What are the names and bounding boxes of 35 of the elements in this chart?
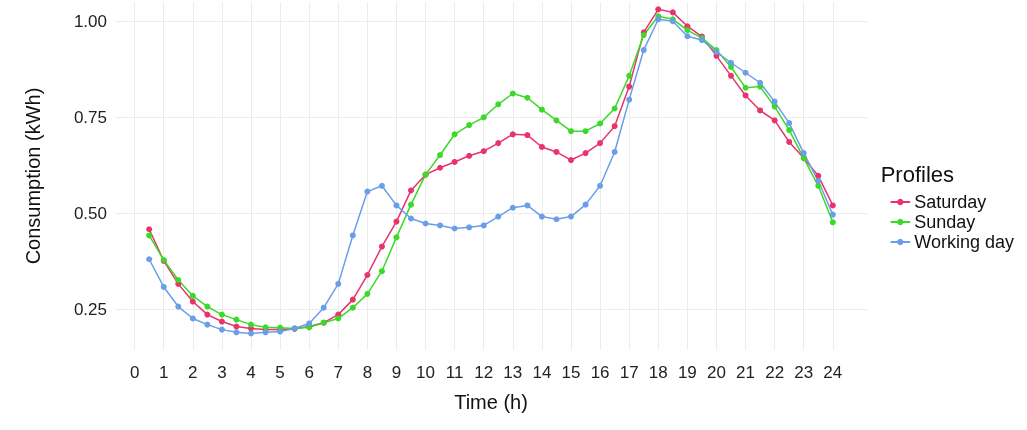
x-tick-label: 17 — [619, 363, 639, 382]
x-tick-label: 19 — [677, 363, 697, 382]
x-tick-label: 16 — [590, 363, 610, 382]
x-tick-label: 18 — [648, 363, 668, 382]
x-tick-label: 9 — [391, 363, 402, 382]
y-axis-title: Consumption (kWh) — [22, 87, 44, 265]
x-tick-label: 24 — [823, 363, 843, 382]
legend-label: Working day — [914, 232, 1015, 252]
x-tick-label: 6 — [304, 363, 314, 382]
y-tick-label: 1.00 — [73, 11, 107, 31]
x-tick-label: 7 — [333, 363, 344, 382]
legend-title: Profiles — [880, 161, 954, 187]
x-tick-label: 15 — [561, 363, 581, 382]
x-tick-label: 10 — [416, 363, 436, 382]
y-tick-label: 0.75 — [73, 107, 107, 127]
x-tick-label: 23 — [794, 363, 814, 382]
y-tick-label: 0.25 — [73, 300, 107, 320]
x-tick-label: 5 — [275, 363, 285, 382]
x-tick-label: 22 — [765, 363, 785, 382]
legend-label: Sunday — [914, 212, 976, 232]
x-tick-label: 11 — [445, 363, 464, 382]
x-tick-label: 13 — [503, 363, 523, 382]
x-tick-label: 1 — [158, 363, 169, 382]
x-tick-label: 20 — [706, 363, 726, 382]
x-tick-label: 21 — [736, 363, 756, 382]
y-tick-label: 0.50 — [73, 203, 107, 223]
x-tick-label: 0 — [129, 363, 140, 382]
x-tick-label: 3 — [217, 363, 227, 382]
legend-label: Saturday — [914, 192, 987, 212]
x-tick-label: 4 — [246, 363, 256, 382]
x-tick-label: 8 — [362, 363, 373, 382]
x-tick-label: 14 — [532, 363, 552, 382]
x-tick-label: 12 — [474, 363, 494, 382]
x-axis-title: Time (h) — [454, 391, 528, 413]
x-tick-label: 2 — [188, 363, 198, 382]
